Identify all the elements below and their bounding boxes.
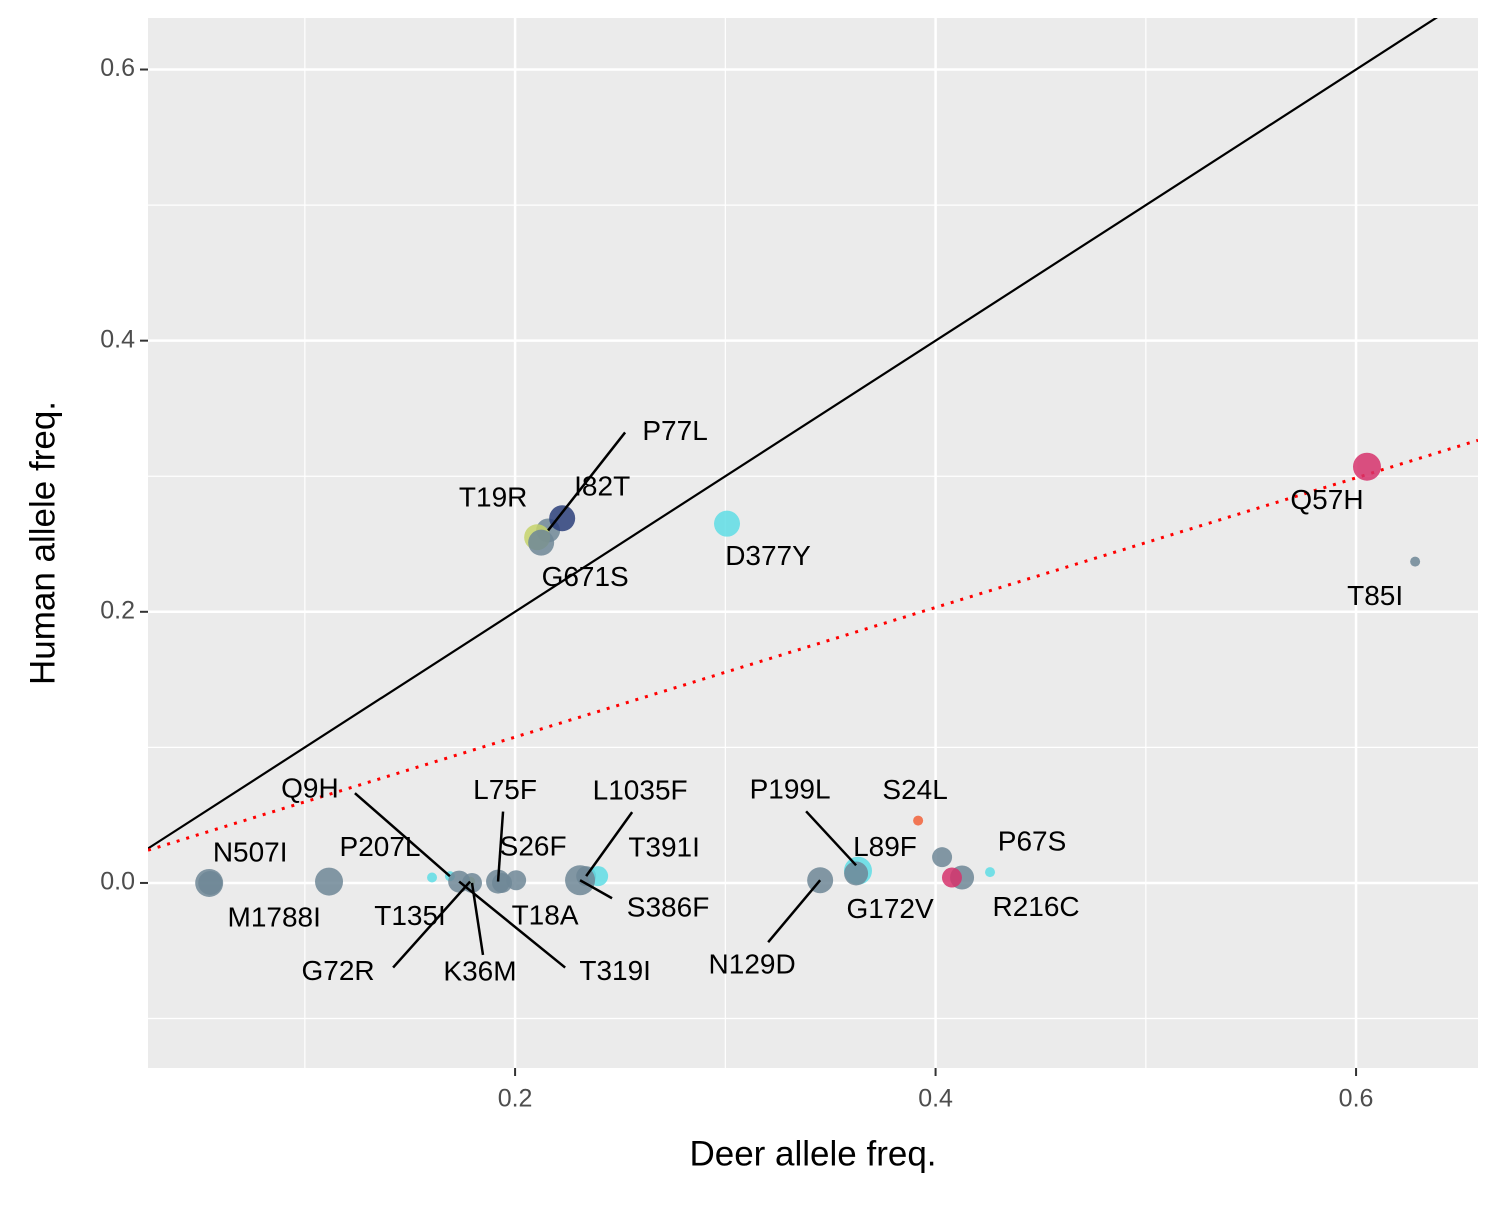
point-label: P199L: [750, 774, 831, 805]
point-label: L89F: [853, 831, 917, 862]
y-tick-label: 0.2: [100, 596, 135, 624]
point-label: L1035F: [593, 775, 688, 806]
point: [932, 847, 953, 868]
point: [985, 867, 996, 878]
point: [844, 861, 869, 886]
point: [427, 872, 438, 883]
x-tick-label: 0.2: [498, 1085, 533, 1113]
point: [549, 505, 576, 532]
y-tick-label: 0.0: [100, 868, 135, 896]
point-label: P207L: [340, 831, 421, 862]
label-segment: [579, 879, 613, 900]
label-segment: [547, 431, 627, 532]
label-segment: [585, 811, 634, 877]
point-label: T19R: [459, 482, 527, 513]
point-label: R216C: [992, 891, 1079, 922]
point-label: Q9H: [281, 773, 339, 804]
point-label: I82T: [574, 471, 630, 502]
y-axis-title: Human allele freq.: [23, 401, 62, 685]
point-label: G671S: [542, 561, 629, 592]
reference-line: [148, 438, 1478, 852]
label-segment: [767, 879, 822, 944]
point-label: G172V: [847, 893, 934, 924]
point-label: S24L: [882, 774, 947, 805]
point-label: Q57H: [1290, 484, 1363, 515]
point-label: D377Y: [725, 540, 811, 571]
point-label: G72R: [302, 955, 375, 986]
y-tick-label: 0.4: [100, 325, 135, 353]
point-label: T18A: [512, 899, 579, 930]
point: [941, 867, 962, 888]
point-label: T85I: [1347, 580, 1403, 611]
x-tick-label: 0.6: [1339, 1085, 1374, 1113]
point-label: M1788I: [228, 901, 321, 932]
point-label: T391I: [628, 832, 700, 863]
label-segment: [496, 811, 505, 882]
point: [492, 872, 513, 893]
point-label: N129D: [709, 949, 796, 980]
label-segment: [458, 880, 566, 969]
point: [198, 870, 223, 895]
point: [1352, 452, 1381, 481]
x-tick-label: 0.4: [918, 1085, 953, 1113]
point-label: N507I: [213, 836, 288, 867]
x-axis-title: Deer allele freq.: [689, 1134, 936, 1173]
point-label: P67S: [998, 825, 1067, 856]
point-label: T319I: [579, 955, 651, 986]
label-segment: [392, 880, 472, 969]
point-label: S26F: [500, 831, 567, 862]
point: [528, 529, 555, 556]
panel: [148, 18, 1478, 1068]
point: [315, 867, 344, 896]
point: [913, 815, 924, 826]
y-tick-label: 0.6: [100, 54, 135, 82]
point-label: K36M: [443, 955, 516, 986]
label-segment: [805, 810, 858, 867]
point-label: T135I: [374, 900, 446, 931]
point-label: L75F: [473, 774, 537, 805]
point: [1410, 556, 1421, 567]
point-label: S386F: [627, 892, 710, 923]
point: [714, 510, 741, 537]
reference-line: [148, 18, 1438, 850]
label-segment: [354, 792, 451, 878]
point-label: P77L: [642, 415, 707, 446]
